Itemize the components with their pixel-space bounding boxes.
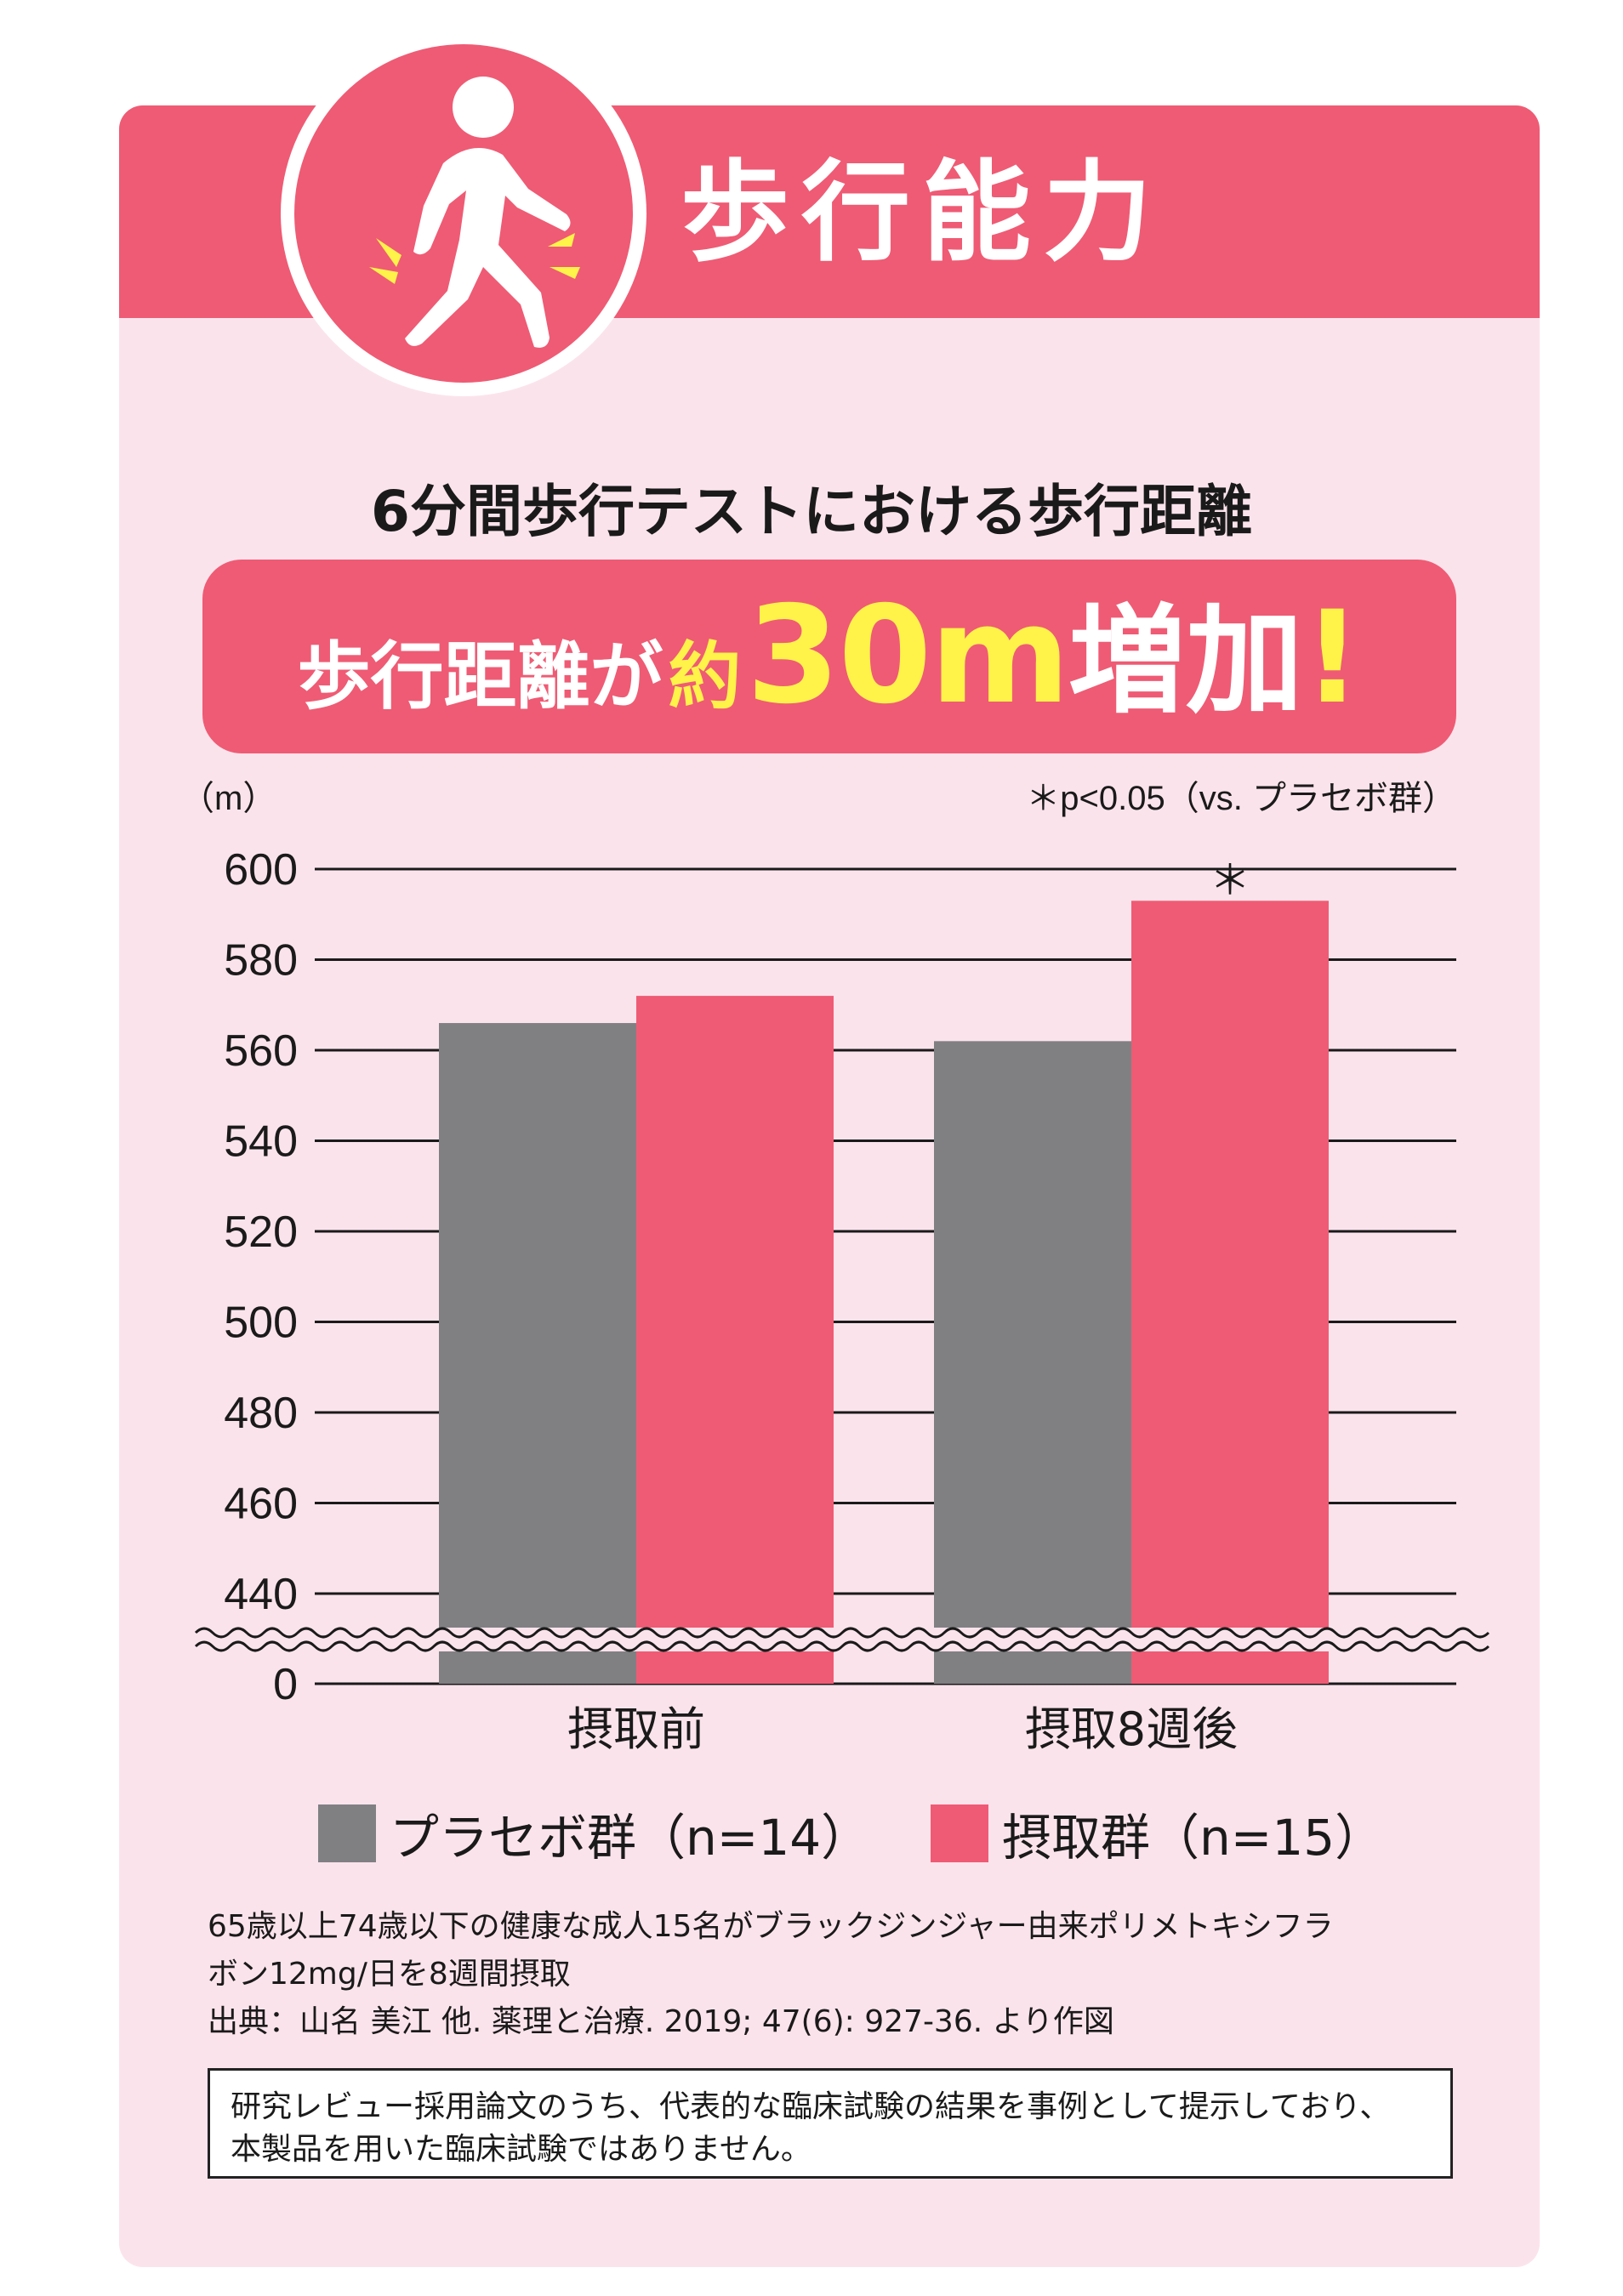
x-category-labels: 摂取前 摂取8週後	[567, 1702, 1238, 1756]
legend-item-intake: 摂取群（n=15）	[931, 1799, 1384, 1867]
legend-swatch-placebo	[318, 1804, 376, 1862]
y-tick-labels: 600 580 560 540 520 500 480 460 440 0	[224, 845, 298, 1709]
legend-swatch-intake	[931, 1804, 988, 1862]
study-notes: 65歳以上74歳以下の健康な成人15名がブラックジンジャー由来ポリメトキシフラ …	[208, 1903, 1483, 2046]
significance-asterisk: ＊	[1210, 856, 1250, 904]
bar	[934, 1041, 1131, 1684]
y-tick-label: 480	[224, 1389, 298, 1438]
x-category-label: 摂取前	[567, 1702, 705, 1756]
bar-chart: （m） ＊p<0.05（vs. プラセボ群） 600 580 560 540 520 50…	[180, 780, 1490, 1756]
y-tick-label: 580	[224, 936, 298, 986]
legend-item-placebo: プラセボ群（n=14）	[318, 1799, 870, 1867]
headline-part-3: 30m	[746, 577, 1071, 734]
headline-part-4: 増加	[1068, 593, 1304, 730]
headline-part-5: !	[1303, 584, 1362, 732]
disclaimer-box: 研究レビュー採用論文のうち、代表的な臨床試験の結果を事例として提示しており、 本…	[208, 2068, 1453, 2179]
y-tick-label: 440	[224, 1570, 298, 1619]
walking-icon-badge	[281, 31, 646, 396]
x-category-label: 摂取8週後	[1025, 1702, 1238, 1756]
legend-label-intake: 摂取群（n=15）	[1002, 1809, 1385, 1867]
bar	[1131, 901, 1329, 1684]
y-tick-label: 560	[224, 1026, 298, 1076]
bar	[636, 996, 834, 1684]
source-citation: 出典：山名 美江 他. 薬理と治療. 2019; 47(6): 927-36. …	[208, 2004, 1114, 2039]
bar	[439, 1023, 636, 1684]
disclaimer-line: 研究レビュー採用論文のうち、代表的な臨床試験の結果を事例として提示しており、	[231, 2089, 1391, 2124]
headline-part-2: 約	[668, 634, 742, 719]
chart-subtitle: 6分間歩行テストにおける歩行距離	[371, 479, 1252, 544]
significance-note: ＊p<0.05（vs. プラセボ群）	[1026, 780, 1456, 817]
y-tick-label: 600	[224, 845, 298, 895]
bars	[439, 901, 1329, 1684]
headline-part-1: 歩行距離が	[297, 634, 663, 719]
y-tick-label: 460	[224, 1480, 298, 1529]
note-line: 65歳以上74歳以下の健康な成人15名がブラックジンジャー由来ポリメトキシフラ	[208, 1909, 1334, 1944]
header-title: 歩行能力	[681, 150, 1165, 276]
headline-banner: 歩行距離が約30m増加!	[202, 560, 1456, 753]
y-tick-label: 520	[224, 1208, 298, 1257]
note-line: ボン12mg/日を8週間摂取	[208, 1957, 571, 1992]
legend-label-placebo: プラセボ群（n=14）	[390, 1809, 871, 1867]
headline-text: 歩行距離が約30m増加!	[202, 575, 1456, 778]
y-tick-label: 500	[224, 1299, 298, 1348]
axis-break-line	[194, 1640, 1490, 1652]
disclaimer-line: 本製品を用いた臨床試験ではありません。	[231, 2132, 812, 2167]
walking-person-icon	[294, 44, 633, 383]
significance-markers: ＊	[1210, 856, 1250, 904]
y-tick-label: 0	[273, 1660, 298, 1709]
y-axis-unit-label: （m）	[180, 780, 276, 817]
axis-break-line	[194, 1627, 1490, 1639]
y-tick-label: 540	[224, 1117, 298, 1167]
axis-break	[187, 1627, 1490, 1652]
chart-legend: プラセボ群（n=14） 摂取群（n=15）	[318, 1799, 1509, 1867]
